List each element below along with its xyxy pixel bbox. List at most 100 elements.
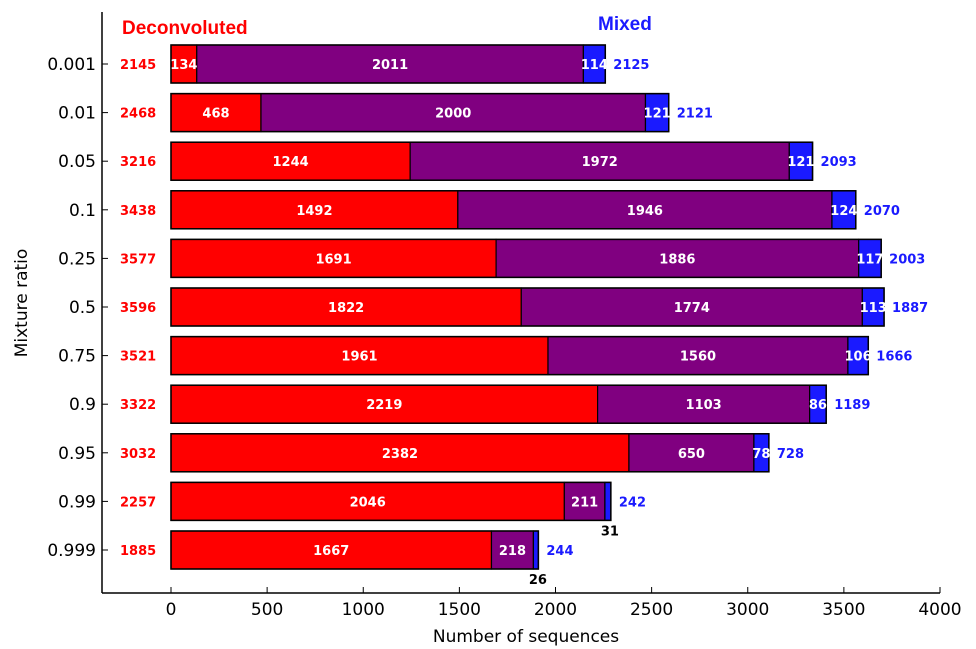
bar-outline bbox=[170, 238, 882, 279]
data-label: 117 bbox=[856, 252, 883, 267]
y-tick-label: 0.75 bbox=[58, 347, 96, 367]
header-mixed: Mixed bbox=[598, 14, 652, 35]
bar-outline bbox=[170, 141, 814, 181]
header-deconvoluted: Deconvoluted bbox=[122, 18, 248, 39]
mixed-total-label: 728 bbox=[777, 447, 804, 462]
bar-segment-shared bbox=[409, 141, 790, 181]
bar-segment-shared bbox=[457, 190, 833, 230]
bar-segment-shared bbox=[597, 384, 811, 424]
data-label: 1961 bbox=[341, 350, 377, 365]
data-label: 113 bbox=[860, 301, 887, 316]
y-tick-label: 0.5 bbox=[69, 298, 96, 318]
x-tick-label: 0 bbox=[166, 600, 177, 620]
data-label-below: 26 bbox=[529, 573, 547, 588]
data-label: 1492 bbox=[296, 204, 332, 219]
y-tick-label: 0.95 bbox=[58, 444, 96, 464]
bar-outline bbox=[170, 384, 827, 424]
data-label-below: 31 bbox=[601, 524, 619, 539]
data-label: 2000 bbox=[435, 107, 471, 122]
data-label: 1972 bbox=[582, 155, 618, 170]
data-label: 1667 bbox=[313, 544, 349, 559]
deconvoluted-total-label: 3438 bbox=[120, 204, 156, 219]
deconvoluted-total-label: 3577 bbox=[120, 252, 156, 267]
x-tick-label: 1500 bbox=[438, 600, 481, 620]
x-tick-label: 3000 bbox=[726, 600, 769, 620]
bar-segment-shared bbox=[490, 530, 534, 570]
deconvoluted-total-label: 1885 bbox=[120, 544, 156, 559]
data-label: 1560 bbox=[680, 350, 716, 365]
data-label: 134 bbox=[170, 58, 197, 73]
bar-outline bbox=[170, 433, 770, 473]
axes: 0 500 1000 1500 2000 2500 3000 3500 4000 0.001 0.0… bbox=[47, 12, 962, 620]
data-label: 1691 bbox=[315, 252, 351, 267]
data-label: 86 bbox=[809, 398, 827, 413]
bar-outline bbox=[170, 190, 857, 230]
x-tick-label: 3500 bbox=[822, 600, 865, 620]
y-tick-label: 0.001 bbox=[47, 55, 96, 75]
data-label: 1946 bbox=[627, 204, 663, 219]
bar-outline bbox=[170, 481, 612, 522]
mixed-total-label: 2093 bbox=[821, 155, 857, 170]
y-tick-label: 0.999 bbox=[47, 541, 96, 561]
data-label: 218 bbox=[499, 544, 526, 559]
deconvoluted-total-label: 2257 bbox=[120, 495, 156, 510]
y-tick-label: 0.05 bbox=[58, 152, 96, 172]
y-tick-label: 0.99 bbox=[58, 492, 96, 512]
x-axis-title: Number of sequences bbox=[433, 627, 619, 647]
bar-outline bbox=[170, 530, 540, 570]
data-label: 1822 bbox=[328, 301, 364, 316]
deconvoluted-total-label: 3521 bbox=[120, 350, 156, 365]
mixed-total-label: 2121 bbox=[677, 107, 713, 122]
data-label: 650 bbox=[678, 447, 705, 462]
bar-segment-shared bbox=[495, 238, 860, 278]
bar-segment-shared bbox=[260, 92, 647, 133]
bar-segment-deconvoluted bbox=[170, 190, 459, 230]
y-tick-label: 0.9 bbox=[69, 395, 96, 415]
deconvoluted-total-label: 3322 bbox=[120, 398, 156, 413]
data-label: 106 bbox=[845, 350, 872, 365]
mixed-total-label: 1189 bbox=[834, 398, 870, 413]
data-label: 468 bbox=[202, 107, 229, 122]
mixed-total-label: 2070 bbox=[864, 204, 900, 219]
data-label: 78 bbox=[752, 447, 770, 462]
data-label: 114 bbox=[581, 58, 608, 73]
data-label: 2046 bbox=[350, 495, 386, 510]
data-label: 1774 bbox=[674, 301, 710, 316]
mixed-total-label: 242 bbox=[619, 495, 646, 510]
bar-segment-deconvoluted bbox=[170, 336, 549, 376]
data-label: 1244 bbox=[272, 155, 308, 170]
data-label: 124 bbox=[830, 204, 857, 219]
y-tick-label: 0.01 bbox=[58, 104, 96, 124]
data-label: 121 bbox=[644, 107, 671, 122]
bar-segment-shared bbox=[563, 481, 606, 521]
mixed-total-label: 2003 bbox=[889, 252, 925, 267]
mixed-total-label: 1666 bbox=[876, 350, 912, 365]
x-tick-label: 2000 bbox=[534, 600, 577, 620]
data-label: 2219 bbox=[366, 398, 402, 413]
bar-outline bbox=[170, 92, 670, 133]
data-label: 211 bbox=[571, 495, 598, 510]
deconvoluted-total-label: 3596 bbox=[120, 301, 156, 316]
x-tick-label: 2500 bbox=[630, 600, 673, 620]
bar-segment-shared bbox=[196, 44, 584, 84]
data-label: 1886 bbox=[659, 252, 695, 267]
data-label: 2382 bbox=[382, 447, 418, 462]
bars bbox=[170, 44, 885, 570]
y-axis-title: Mixture ratio bbox=[12, 249, 32, 358]
data-label: 1103 bbox=[686, 398, 722, 413]
mixed-total-label: 1887 bbox=[892, 301, 928, 316]
bar-outline bbox=[170, 287, 885, 327]
x-tick-label: 4000 bbox=[918, 600, 961, 620]
bar-segment-shared bbox=[628, 433, 755, 473]
bar-outline bbox=[170, 44, 607, 84]
deconvoluted-total-label: 3032 bbox=[120, 447, 156, 462]
y-tick-label: 0.1 bbox=[69, 201, 96, 221]
deconvoluted-total-label: 2468 bbox=[120, 107, 156, 122]
data-label: 121 bbox=[787, 155, 814, 170]
mixed-total-label: 2125 bbox=[613, 58, 649, 73]
labels: 134 2011 114 2145 2125 468 2000 121 2468 2121 1244… bbox=[120, 58, 928, 588]
x-tick-label: 500 bbox=[251, 600, 283, 620]
y-tick-label: 0.25 bbox=[58, 249, 96, 269]
data-label: 2011 bbox=[372, 58, 408, 73]
